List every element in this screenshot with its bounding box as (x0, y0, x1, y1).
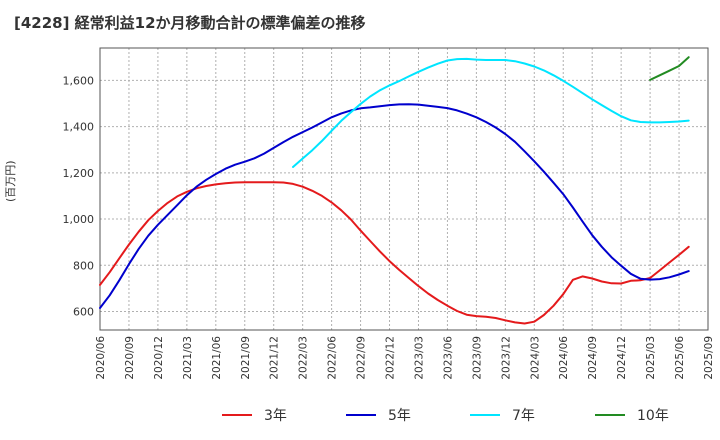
series-line-1 (99, 103, 690, 309)
legend-item: 10年 (595, 403, 669, 427)
y-tick-label: 600 (73, 306, 94, 319)
x-tick-label: 2021/12 (269, 336, 281, 380)
series-line-2 (292, 57, 690, 168)
legend: 3年 5年 7年 10年 (0, 403, 720, 427)
legend-swatch (595, 414, 625, 416)
x-tick-label: 2021/09 (240, 336, 252, 380)
series-layer (99, 56, 690, 325)
y-tick-label: 1,600 (63, 74, 95, 87)
y-tick-label: 1,400 (63, 121, 95, 134)
x-axis: 2020/06 2020/09 2020/12 2021/03 2021/06 2021/… (95, 336, 715, 380)
x-tick-label: 2025/09 (703, 336, 715, 380)
legend-item: 3年 (222, 403, 287, 427)
x-tick-label: 2022/12 (385, 336, 397, 380)
legend-label: 7年 (512, 408, 535, 424)
legend-label: 10年 (637, 408, 669, 424)
x-tick-label: 2021/03 (182, 336, 194, 380)
x-tick-label: 2021/06 (211, 336, 223, 380)
y-tick-label: 1,000 (63, 213, 95, 226)
x-tick-label: 2022/06 (327, 336, 339, 380)
legend-item: 5年 (346, 403, 411, 427)
x-tick-label: 2023/12 (500, 336, 512, 380)
x-tick-label: 2024/12 (616, 336, 628, 380)
plot-area (99, 47, 709, 331)
x-tick-label: 2023/03 (413, 336, 425, 380)
x-tick-label: 2020/09 (124, 336, 136, 380)
legend-label: 3年 (264, 408, 287, 424)
y-tick-label: 1,200 (63, 167, 95, 180)
legend-swatch (470, 414, 500, 416)
legend-label: 5年 (388, 408, 411, 424)
x-tick-label: 2020/12 (153, 336, 165, 380)
chart-title: [4228] 経常利益12か月移動合計の標準偏差の推移 (14, 14, 366, 32)
x-tick-label: 2024/03 (529, 336, 541, 380)
x-tick-label: 2023/09 (471, 336, 483, 380)
x-tick-label: 2025/03 (645, 336, 657, 380)
grid (100, 48, 708, 330)
legend-swatch (346, 414, 376, 416)
y-tick-label: 800 (73, 259, 94, 272)
y-axis: 600 800 1,000 1,200 1,400 1,600 (63, 74, 95, 318)
legend-swatch (222, 414, 252, 416)
x-tick-label: 2023/06 (442, 336, 454, 380)
x-tick-label: 2022/09 (356, 336, 368, 380)
x-tick-label: 2025/06 (674, 336, 686, 380)
x-tick-label: 2024/09 (587, 336, 599, 380)
series-line-3 (649, 56, 690, 81)
series-line-0 (99, 181, 690, 325)
x-tick-label: 2020/06 (95, 336, 107, 380)
legend-item: 7年 (470, 403, 535, 427)
x-tick-label: 2024/06 (558, 336, 570, 380)
x-tick-label: 2022/03 (298, 336, 310, 380)
